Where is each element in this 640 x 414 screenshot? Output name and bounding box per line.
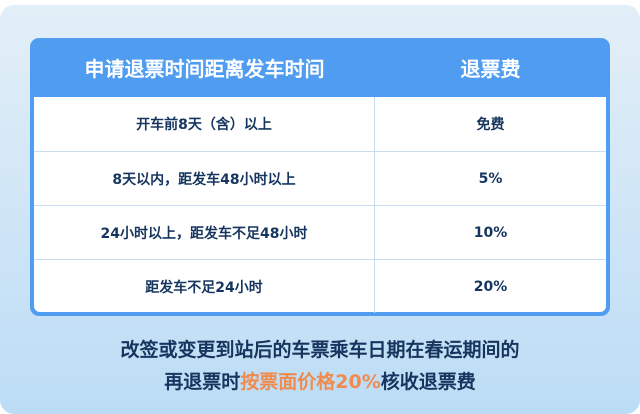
header-fee: 退票费 xyxy=(460,57,521,81)
note-line-2: 再退票时按票面价格20%核收退票费 xyxy=(0,367,640,394)
time-cell: 8天以内，距发车48小时以上 xyxy=(34,152,375,205)
note-line-1: 改签或变更到站后的车票乘车日期在春运期间的 xyxy=(120,339,520,361)
note-pre: 再退票时 xyxy=(164,371,241,393)
fee-cell: 5% xyxy=(478,170,503,187)
fee-cell: 20% xyxy=(473,278,508,295)
note-highlight: 按票面价格20% xyxy=(240,371,381,393)
refund-fee-table: 申请退票时间距离发车时间 退票费 开车前8天（含）以上 免费 8天以内，距发车48… xyxy=(30,38,610,316)
info-card: 申请退票时间距离发车时间 退票费 开车前8天（含）以上 免费 8天以内，距发车48… xyxy=(0,5,640,414)
header-time: 申请退票时间距离发车时间 xyxy=(84,57,325,81)
time-cell: 24小时以上，距发车不足48小时 xyxy=(34,206,375,259)
fee-cell: 10% xyxy=(473,224,508,241)
table-row: 开车前8天（含）以上 免费 xyxy=(34,97,606,151)
time-cell: 距发车不足24小时 xyxy=(34,260,375,313)
note-post: 核收退票费 xyxy=(380,371,476,393)
fee-cell: 免费 xyxy=(476,117,505,133)
table-row: 8天以内，距发车48小时以上 5% xyxy=(34,151,606,205)
time-cell: 开车前8天（含）以上 xyxy=(34,97,375,151)
table-header: 申请退票时间距离发车时间 退票费 xyxy=(34,38,606,97)
table-row: 24小时以上，距发车不足48小时 10% xyxy=(34,205,606,259)
table-row: 距发车不足24小时 20% xyxy=(34,259,606,313)
